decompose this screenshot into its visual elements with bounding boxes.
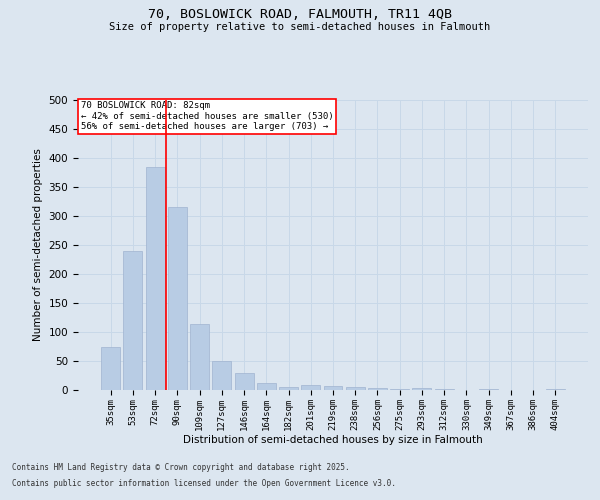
- Bar: [368, 388, 387, 390]
- Bar: [101, 346, 120, 390]
- Text: Size of property relative to semi-detached houses in Falmouth: Size of property relative to semi-detach…: [109, 22, 491, 32]
- Bar: [168, 208, 187, 390]
- Bar: [346, 387, 365, 390]
- Bar: [124, 251, 142, 390]
- Text: 70, BOSLOWICK ROAD, FALMOUTH, TR11 4QB: 70, BOSLOWICK ROAD, FALMOUTH, TR11 4QB: [148, 8, 452, 20]
- Y-axis label: Number of semi-detached properties: Number of semi-detached properties: [33, 148, 43, 342]
- Bar: [301, 386, 320, 390]
- Text: Contains HM Land Registry data © Crown copyright and database right 2025.: Contains HM Land Registry data © Crown c…: [12, 464, 350, 472]
- Text: 70 BOSLOWICK ROAD: 82sqm
← 42% of semi-detached houses are smaller (530)
56% of : 70 BOSLOWICK ROAD: 82sqm ← 42% of semi-d…: [80, 102, 333, 132]
- Bar: [146, 166, 164, 390]
- Bar: [323, 386, 343, 390]
- Text: Contains public sector information licensed under the Open Government Licence v3: Contains public sector information licen…: [12, 478, 396, 488]
- Bar: [279, 386, 298, 390]
- Bar: [257, 383, 276, 390]
- X-axis label: Distribution of semi-detached houses by size in Falmouth: Distribution of semi-detached houses by …: [183, 436, 483, 446]
- Bar: [190, 324, 209, 390]
- Bar: [212, 361, 231, 390]
- Bar: [235, 372, 254, 390]
- Bar: [390, 389, 409, 390]
- Bar: [412, 388, 431, 390]
